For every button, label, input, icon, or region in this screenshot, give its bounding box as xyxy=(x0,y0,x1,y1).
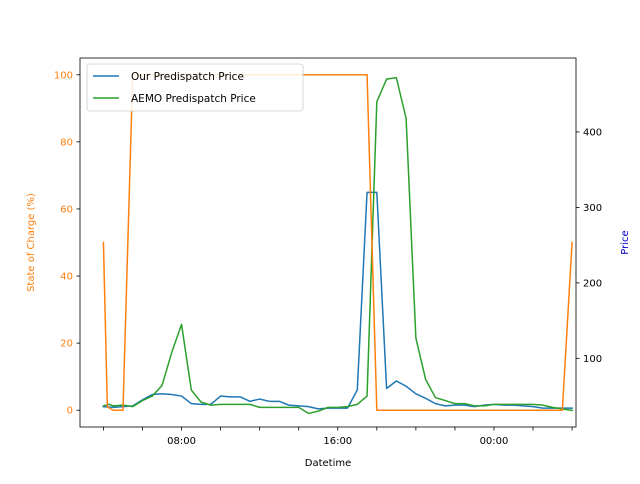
y-left-tick-label: 40 xyxy=(60,272,73,283)
y-right-tick-label: 300 xyxy=(583,203,602,214)
y-left-tick-label: 80 xyxy=(60,137,73,148)
axis-layer: 08:00 16:00 00:00 0 20 40 60 80 100 100 200 300 400 D… xyxy=(26,70,631,469)
x-tick-label: 16:00 xyxy=(323,436,352,447)
legend-entry-label: AEMO Predispatch Price xyxy=(131,93,256,105)
y-left-tick-label: 0 xyxy=(67,406,73,417)
y-right-axis-label: Price xyxy=(620,230,631,254)
legend: Our Predispatch Price AEMO Predispatch Pr… xyxy=(86,63,304,112)
y-left-tick-label: 20 xyxy=(60,339,73,350)
legend-box xyxy=(86,63,304,112)
y-right-tick-label: 400 xyxy=(583,127,602,138)
series-line-aemo-predispatch-price xyxy=(102,76,573,415)
x-axis-label: Datetime xyxy=(305,458,352,469)
y-right-tick-label: 100 xyxy=(583,354,602,365)
y-left-tick-label: 100 xyxy=(54,70,73,81)
x-tick-label: 00:00 xyxy=(480,436,509,447)
legend-entry-label: Our Predispatch Price xyxy=(131,71,244,83)
y-left-tick-label: 60 xyxy=(60,204,73,215)
x-tick-label: 08:00 xyxy=(167,436,196,447)
y-left-axis-label: State of Charge (%) xyxy=(26,193,37,292)
y-right-tick-label: 200 xyxy=(583,278,602,289)
plot-frame xyxy=(79,57,577,428)
